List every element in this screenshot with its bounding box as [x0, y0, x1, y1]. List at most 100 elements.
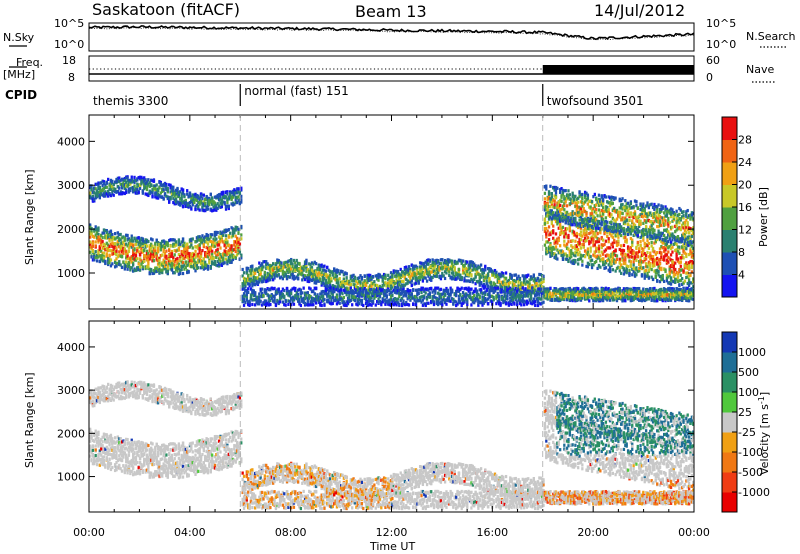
power-cell	[115, 249, 118, 253]
power-cell	[403, 283, 407, 287]
power-cell	[226, 197, 229, 201]
power-cell	[308, 279, 311, 284]
power-cell	[479, 263, 483, 267]
power-cell	[105, 234, 108, 238]
power-cell	[452, 276, 455, 280]
power-cell	[245, 292, 248, 297]
power-cell	[154, 195, 157, 199]
power-cell	[341, 270, 344, 274]
power-cell	[478, 288, 481, 292]
power-cell	[381, 288, 384, 292]
power-cell	[571, 245, 574, 249]
power-cell	[98, 187, 102, 191]
power-cell	[455, 300, 458, 304]
power-cell	[561, 295, 565, 299]
power-cell	[253, 291, 257, 295]
power-cell	[448, 258, 451, 262]
power-cell	[572, 298, 576, 302]
power-cell	[255, 276, 258, 280]
power-cell	[302, 265, 305, 269]
power-cell	[308, 286, 311, 290]
power-cell	[468, 266, 472, 270]
power-cell	[118, 192, 121, 196]
power-cell	[437, 267, 440, 272]
power-cell	[211, 243, 214, 247]
power-cell	[478, 294, 481, 298]
power-cell	[459, 300, 462, 305]
power-cell	[448, 297, 451, 301]
power-cell	[549, 296, 552, 300]
power-cell	[302, 286, 305, 290]
power-cell	[473, 277, 476, 281]
power-cell	[356, 288, 359, 292]
power-cell	[418, 298, 422, 302]
power-cell	[574, 223, 577, 227]
power-cell	[291, 264, 294, 269]
power-cell	[430, 286, 433, 290]
power-cell	[198, 208, 201, 212]
power-cell	[320, 294, 323, 299]
power-cell	[432, 288, 436, 292]
power-cell	[504, 276, 508, 280]
power-cell	[237, 231, 240, 235]
power-cell	[449, 266, 452, 271]
power-cell	[89, 230, 92, 234]
power-cell	[463, 271, 466, 275]
power-cell	[527, 287, 530, 292]
power-cell	[94, 233, 97, 237]
power-cell	[194, 207, 197, 212]
power-cell	[375, 288, 379, 293]
power-cell	[148, 181, 151, 185]
power-cell	[412, 273, 415, 277]
power-cell	[227, 243, 230, 247]
power-cell	[550, 246, 553, 250]
power-cell	[281, 293, 285, 297]
power-cell	[366, 280, 369, 284]
power-cell	[180, 240, 183, 244]
cpid-segment-label: twofsound 3501	[547, 94, 644, 108]
power-cell	[334, 269, 337, 273]
power-cell	[431, 263, 434, 268]
power-cell	[212, 205, 215, 209]
power-cell	[518, 301, 522, 306]
power-cell	[342, 283, 346, 288]
power-cell	[212, 208, 215, 212]
power-cell	[249, 293, 253, 297]
power-cell	[443, 276, 447, 281]
power-cell	[543, 229, 547, 233]
power-cell	[553, 216, 556, 220]
power-cell	[570, 260, 573, 264]
power-cell	[471, 268, 474, 272]
power-cell	[147, 182, 150, 186]
power-cell	[369, 276, 372, 280]
power-cell	[107, 236, 110, 240]
power-cell	[191, 198, 194, 203]
power-cell	[303, 301, 307, 305]
power-cell	[285, 268, 289, 272]
power-cell	[194, 264, 197, 268]
power-cell	[217, 235, 221, 239]
power-cell	[388, 279, 391, 283]
power-cell	[502, 272, 505, 276]
power-cell	[319, 278, 322, 282]
power-cell	[224, 234, 228, 238]
power-cell	[398, 294, 401, 299]
power-cell	[568, 253, 572, 257]
power-cell	[165, 242, 168, 247]
power-cell	[194, 240, 197, 244]
power-cell	[118, 253, 121, 258]
power-cell	[118, 176, 121, 180]
power-cell	[301, 299, 304, 303]
power-cell	[546, 207, 549, 211]
power-cell	[335, 286, 339, 290]
power-cell	[550, 294, 553, 298]
power-cell	[356, 293, 359, 298]
power-cell	[572, 289, 576, 293]
power-cell	[499, 301, 502, 305]
power-cell	[391, 278, 394, 282]
power-cell	[166, 257, 169, 261]
power-cell	[217, 240, 221, 244]
power-cell	[527, 281, 530, 285]
power-cell	[574, 216, 577, 220]
power-cell	[298, 302, 301, 306]
